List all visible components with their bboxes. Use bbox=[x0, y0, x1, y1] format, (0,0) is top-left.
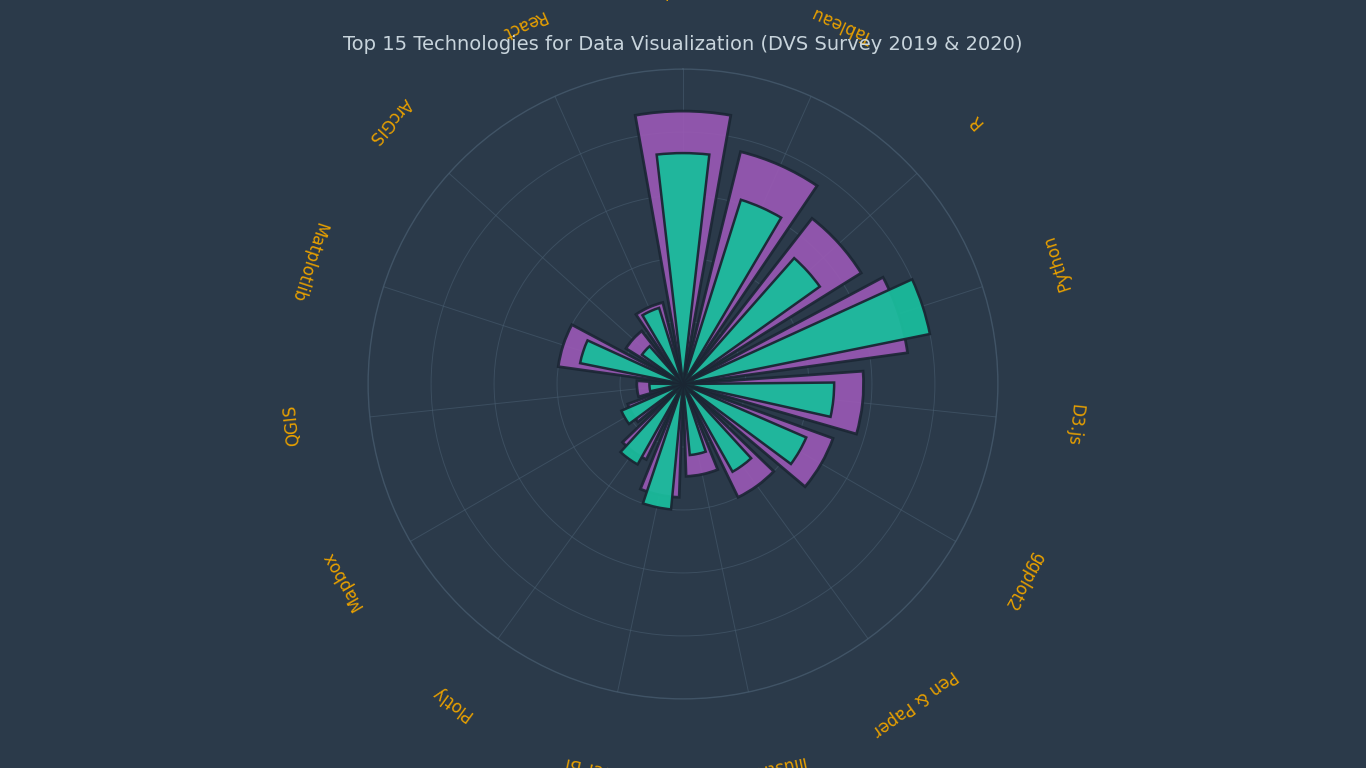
Bar bbox=[642, 346, 683, 384]
Bar bbox=[559, 325, 683, 384]
Text: QGIS: QGIS bbox=[280, 404, 303, 447]
Bar bbox=[683, 384, 833, 487]
Bar bbox=[642, 308, 683, 384]
Bar bbox=[683, 371, 863, 434]
Text: Pen & Paper: Pen & Paper bbox=[869, 666, 960, 740]
Bar bbox=[683, 384, 706, 455]
Bar bbox=[641, 384, 683, 498]
Bar bbox=[657, 153, 709, 384]
Text: Illustrator: Illustrator bbox=[724, 752, 806, 768]
Text: Plotly: Plotly bbox=[428, 682, 475, 723]
Text: R: R bbox=[964, 111, 986, 131]
Bar bbox=[683, 280, 930, 384]
Bar bbox=[626, 331, 683, 384]
Text: React: React bbox=[497, 7, 548, 42]
Text: D3.js: D3.js bbox=[1063, 403, 1086, 447]
Text: Tableau: Tableau bbox=[810, 3, 876, 45]
Bar bbox=[628, 384, 683, 422]
Bar bbox=[649, 384, 683, 392]
Bar bbox=[637, 381, 683, 397]
Bar bbox=[683, 382, 835, 417]
Text: Top 15 Technologies for Data Visualization (DVS Survey 2019 & 2020): Top 15 Technologies for Data Visualizati… bbox=[343, 35, 1023, 54]
Text: Python: Python bbox=[1040, 232, 1075, 293]
Text: ArcGIS: ArcGIS bbox=[365, 94, 415, 147]
Text: Mapbox: Mapbox bbox=[318, 548, 366, 614]
Text: Power BI: Power BI bbox=[564, 753, 638, 768]
Bar bbox=[683, 152, 817, 384]
Bar bbox=[643, 384, 683, 509]
Text: ggplot2: ggplot2 bbox=[1000, 549, 1048, 613]
Bar bbox=[683, 200, 781, 384]
Bar bbox=[683, 384, 773, 498]
Bar bbox=[581, 340, 683, 384]
Bar bbox=[683, 258, 820, 384]
Bar bbox=[623, 384, 683, 459]
Bar bbox=[683, 384, 751, 472]
Bar bbox=[683, 218, 861, 384]
Bar bbox=[635, 111, 731, 384]
Bar bbox=[683, 384, 717, 476]
Bar bbox=[637, 303, 683, 384]
Text: Matplotlib: Matplotlib bbox=[287, 220, 331, 304]
Bar bbox=[622, 384, 683, 424]
Bar bbox=[620, 384, 683, 465]
Bar bbox=[683, 384, 806, 464]
Bar bbox=[683, 277, 907, 384]
